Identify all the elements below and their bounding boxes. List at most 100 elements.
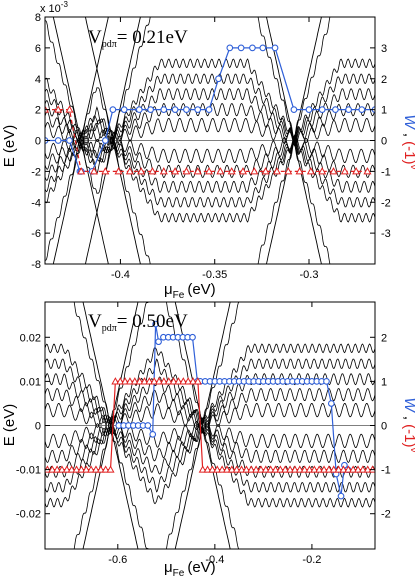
parity-point — [290, 465, 299, 473]
y-tick-label: 0.02 — [20, 332, 41, 344]
band-curve — [45, 58, 375, 143]
y-tick-label: 8 — [35, 12, 41, 24]
parity-point — [182, 167, 191, 175]
parity-point — [184, 377, 193, 385]
y-tick-label: 0.01 — [20, 376, 41, 388]
w-point — [66, 137, 73, 144]
parity-point — [65, 105, 74, 113]
x-tick-label: -0.4 — [205, 554, 224, 566]
y-tick-label: 2 — [35, 105, 41, 117]
parity-point — [281, 465, 290, 473]
parity-point — [300, 465, 309, 473]
parity-point — [171, 167, 180, 175]
parity-point — [101, 167, 110, 175]
y2-tick-label: -2 — [381, 509, 391, 521]
parity-point — [218, 465, 227, 473]
w-point — [318, 106, 326, 113]
y-tick-label: 0 — [35, 421, 41, 433]
parity-point — [82, 465, 91, 473]
band-curve — [45, 420, 375, 464]
y-tick-label: -2 — [31, 166, 41, 178]
band-crossing-line — [52, 17, 109, 264]
parity-point — [329, 465, 338, 473]
w-point — [237, 44, 245, 52]
w-point — [345, 106, 352, 113]
parity-point — [106, 465, 115, 473]
parity-point — [145, 377, 154, 385]
parity-point — [125, 167, 134, 175]
band-crossing-line — [174, 302, 231, 549]
y2-tick-label: 0 — [381, 136, 387, 148]
parity-point — [363, 167, 372, 175]
parity-point — [179, 377, 188, 385]
y-tick-label: 4 — [35, 74, 41, 86]
parity-point — [295, 465, 304, 473]
w-point — [109, 106, 117, 113]
y2-tick-label: -3 — [381, 228, 391, 240]
w-point — [147, 106, 154, 113]
y2-tick-label: 3 — [381, 43, 387, 55]
parity-point — [238, 167, 248, 175]
w-point — [226, 44, 234, 52]
parity-point — [57, 465, 67, 473]
parity-point — [295, 167, 304, 175]
bottom-x-axis-label: μFe (eV) — [164, 559, 216, 576]
y-tick-label: -4 — [31, 197, 41, 209]
parity-point — [305, 465, 314, 473]
w-point — [215, 75, 222, 83]
bottom-band-curves — [45, 302, 375, 549]
parity-point — [213, 465, 222, 473]
w-point — [189, 333, 196, 341]
top-y-axis-label: E (eV) — [1, 125, 18, 168]
band-crossing-line — [84, 17, 141, 264]
y2-tick-label: 2 — [381, 332, 387, 344]
parity-point — [208, 465, 217, 473]
parity-point — [121, 377, 130, 385]
parity-point — [216, 167, 225, 175]
parity-point — [101, 465, 110, 473]
parity-point — [87, 465, 96, 473]
band-curve — [45, 139, 331, 264]
y-tick-label: -0.02 — [16, 509, 41, 521]
x-tick-label: -0.3 — [300, 269, 319, 281]
w-point — [358, 106, 366, 113]
parity-point — [111, 377, 120, 385]
parity-point — [148, 167, 157, 175]
parity-point — [135, 377, 144, 385]
parity-point — [252, 465, 261, 473]
parity-point — [164, 377, 173, 385]
parity-point — [114, 167, 123, 175]
parity-point — [319, 465, 329, 473]
w-point — [171, 106, 179, 113]
y2-tick-label: 1 — [381, 105, 387, 117]
bottom-panel: -0.6 -0.4 -0.2 -0.02 -0.01 0 0.01 0.02 -2 -1 0 1 2 V… — [1, 301, 415, 576]
bottom-vpd-annotation: Vpdπ= 0.50eV — [88, 311, 188, 334]
parity-point — [247, 465, 256, 473]
w-point — [152, 320, 159, 328]
parity-point — [334, 465, 343, 473]
parity-point — [284, 167, 293, 175]
parity-point — [261, 167, 270, 175]
w-point — [183, 106, 190, 113]
w-point — [305, 106, 313, 113]
parity-point — [193, 167, 202, 175]
parity-point — [250, 167, 259, 175]
band-curve — [73, 426, 241, 549]
parity-point — [276, 465, 285, 473]
parity-point — [53, 465, 62, 473]
parity-point — [318, 167, 327, 175]
parity-point — [125, 377, 134, 385]
parity-point — [91, 465, 101, 473]
parity-point — [130, 377, 139, 385]
top-vpd-annotation: Vpdπ= 0.21eV — [88, 27, 188, 50]
w-point — [149, 430, 157, 438]
x-tick-label: -0.4 — [111, 269, 130, 281]
parity-point — [193, 377, 202, 385]
band-crossing-line — [82, 302, 139, 549]
w-point — [135, 106, 143, 113]
top-band-curves — [45, 17, 375, 264]
x-tick-label: -0.2 — [302, 554, 321, 566]
w-point — [205, 106, 213, 113]
parity-point — [352, 167, 361, 175]
